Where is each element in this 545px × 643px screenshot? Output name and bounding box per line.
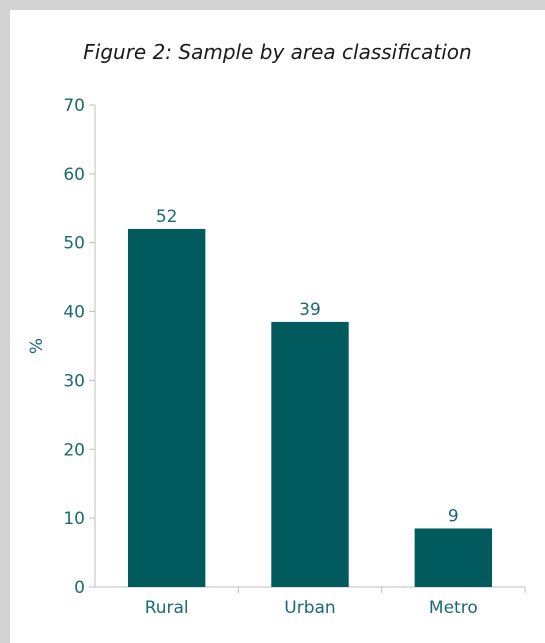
y-tick-label: 20	[63, 440, 85, 460]
data-label: 52	[156, 207, 178, 227]
data-label: 39	[299, 300, 321, 320]
x-tick-label: Metro	[429, 598, 478, 618]
bar	[127, 228, 206, 587]
bar	[414, 528, 493, 587]
y-tick-label: 40	[63, 303, 85, 323]
y-tick-label: 0	[74, 578, 85, 598]
y-tick-label: 70	[63, 96, 85, 116]
y-tick-label: 50	[63, 234, 85, 254]
chart-title: Figure 2: Sample by area classification	[83, 40, 472, 64]
y-tick-label: 60	[63, 165, 85, 185]
x-tick-label: Urban	[284, 598, 335, 618]
chart-frame: Figure 2: Sample by area classification …	[10, 10, 545, 643]
bar-chart: 0 10 20 30 40 50 60 70% 52 Rural 39 Urban 9 Metro	[27, 96, 526, 618]
bar	[271, 321, 349, 587]
x-tick-label: Rural	[145, 598, 189, 618]
y-tick-label: 10	[63, 509, 85, 529]
data-label: 9	[448, 506, 459, 526]
y-tick-label: 30	[63, 371, 85, 391]
y-axis-label: %	[27, 338, 47, 354]
